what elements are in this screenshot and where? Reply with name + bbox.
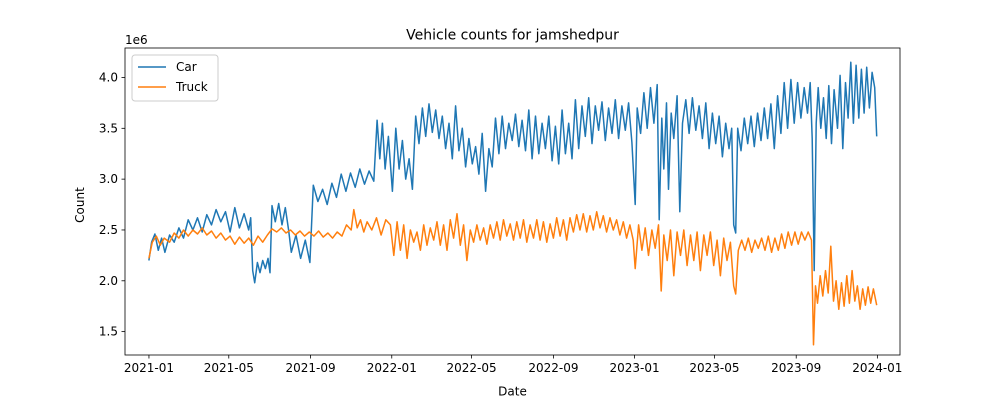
x-tick-label: 2024-01 [852,361,902,375]
chart-title: Vehicle counts for jamshedpur [406,28,619,44]
x-tick-label: 2021-05 [204,361,254,375]
legend-label-car: Car [176,60,197,74]
legend-label-truck: Truck [175,80,208,94]
y-tick-label: 2.0 [99,274,118,288]
plot-frame [124,47,901,356]
y-tick-label: 4.0 [99,70,118,84]
y-tick-label: 3.5 [99,121,118,135]
legend: Car Truck [131,54,219,102]
y-axis-label: Count [73,187,87,223]
y-tick-label: 2.5 [99,223,118,237]
legend-box [131,54,219,102]
x-tick-label: 2021-09 [286,361,336,375]
series-line-truck [148,208,878,346]
x-tick-label: 2023-05 [689,361,739,375]
x-axis-label: Date [498,385,527,399]
series-layer [148,61,878,346]
x-tick-label: 2023-09 [771,361,821,375]
x-tick-label: 2022-05 [447,361,497,375]
series-line-car [148,61,878,284]
y-offset-label: 1e6 [125,33,148,47]
axes-layer: 2021-01 2021-05 2021-09 2022-01 2022-05 2022-… [99,47,902,375]
y-tick-label: 1.5 [99,325,118,339]
x-tick-label: 2021-01 [124,361,174,375]
x-tick-label: 2023-01 [610,361,660,375]
y-tick-label: 3.0 [99,172,118,186]
x-tick-label: 2022-01 [367,361,417,375]
x-tick-label: 2022-09 [528,361,578,375]
